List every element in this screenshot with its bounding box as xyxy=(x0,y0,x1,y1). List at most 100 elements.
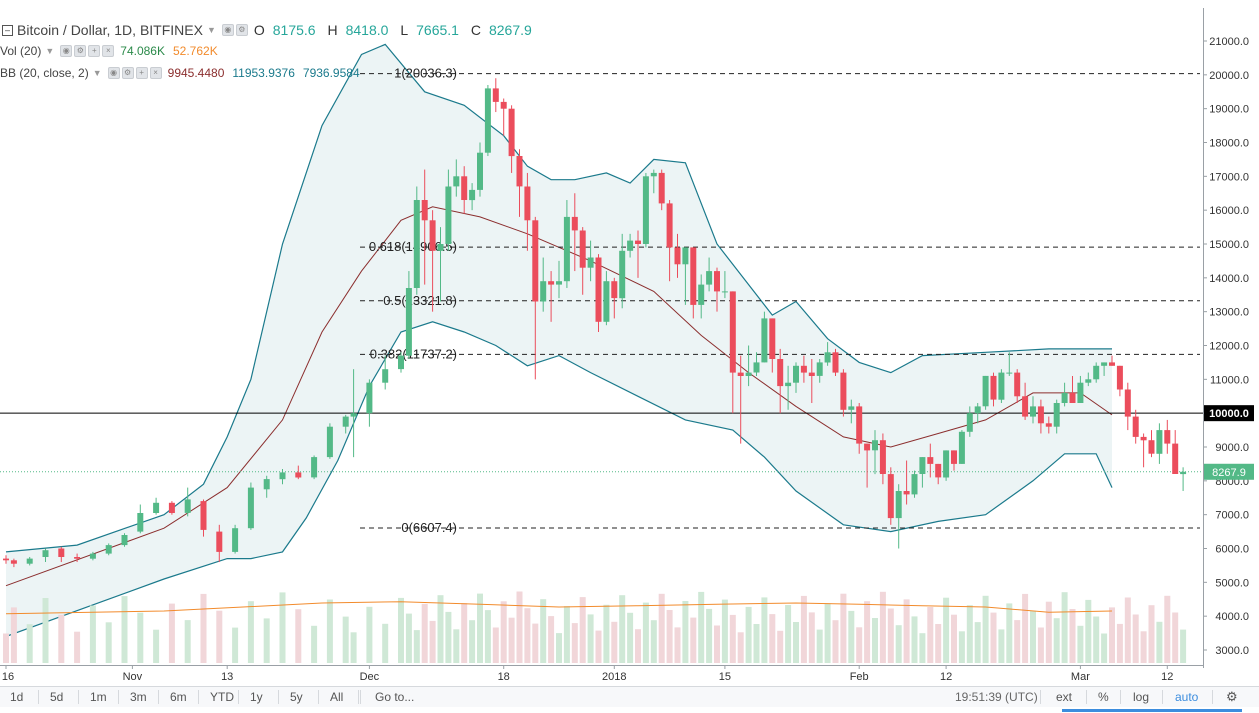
bollinger-label[interactable]: BB (20, close, 2) xyxy=(0,66,89,80)
visibility-icon[interactable]: ◉ xyxy=(60,45,73,57)
candle-body xyxy=(445,186,452,244)
price-axis[interactable]: 21000.0 20000.0 19000.0 18000.0 17000.0 16000… xyxy=(1203,36,1254,657)
goto-button[interactable]: Go to... xyxy=(375,690,415,704)
candle-body xyxy=(516,156,523,187)
fib-label: 0.618(14906.5) xyxy=(369,239,457,254)
time-axis[interactable]: 16 Nov 13 Dec 18 2018 15 Feb 12 Mar 12 xyxy=(2,665,1174,683)
candle-body xyxy=(121,535,128,546)
volume-bar xyxy=(690,617,697,663)
volume-bar xyxy=(437,595,444,663)
volume-bar xyxy=(263,618,270,663)
candle-body xyxy=(1093,365,1100,380)
volume-bar xyxy=(421,603,428,663)
candle-body xyxy=(492,88,499,102)
ext-toggle[interactable]: ext xyxy=(1056,690,1073,704)
volume-bar xyxy=(1180,629,1187,663)
add-icon[interactable]: + xyxy=(88,45,101,57)
volume-bar xyxy=(200,593,207,663)
candle-body xyxy=(508,108,515,157)
candle-body xyxy=(627,240,634,251)
candle-body xyxy=(982,375,989,407)
collapse-icon[interactable]: – xyxy=(2,24,13,36)
price-tick-label: 9000.0 xyxy=(1215,442,1249,454)
high-value: 8418.0 xyxy=(345,22,389,38)
bollinger-upper-line xyxy=(5,43,1112,553)
candle-body xyxy=(603,281,610,322)
bollinger-actions[interactable]: ◉ ⚙ + × xyxy=(107,67,162,79)
chevron-down-icon[interactable]: ▼ xyxy=(45,46,55,56)
settings-icon[interactable]: ⚙ xyxy=(74,45,87,57)
volume-bar xyxy=(508,617,515,663)
volume-bar xyxy=(10,607,17,663)
range-button-6m[interactable]: 6m xyxy=(170,690,187,704)
volume-bar xyxy=(611,621,618,663)
visibility-icon[interactable]: ◉ xyxy=(221,24,234,36)
candle-body xyxy=(429,220,436,251)
volume-bar xyxy=(919,633,926,663)
open-label: O xyxy=(253,22,265,38)
chevron-down-icon[interactable]: ▼ xyxy=(92,68,102,78)
volume-bar xyxy=(642,602,649,663)
candle-body xyxy=(26,558,33,564)
settings-icon[interactable]: ⚙ xyxy=(121,67,134,79)
candle-body xyxy=(42,550,49,557)
candle-body xyxy=(951,450,957,464)
range-button-5y[interactable]: 5y xyxy=(290,690,303,704)
close-icon[interactable]: × xyxy=(102,45,115,57)
candle-body xyxy=(398,355,404,370)
range-button-ytd[interactable]: YTD xyxy=(210,690,234,704)
candle-body xyxy=(595,257,602,322)
volume-ma-value: 52.762K xyxy=(173,44,218,58)
percent-toggle[interactable]: % xyxy=(1098,690,1109,704)
volume-bar xyxy=(808,612,815,663)
visibility-icon[interactable]: ◉ xyxy=(107,67,120,79)
candle-body xyxy=(666,203,673,248)
range-button-3m[interactable]: 3m xyxy=(130,690,147,704)
volume-label[interactable]: Vol (20) xyxy=(0,44,42,58)
settings-icon[interactable]: ⚙ xyxy=(235,24,248,36)
candle-body xyxy=(1164,430,1171,444)
add-icon[interactable]: + xyxy=(135,67,148,79)
volume-bar xyxy=(477,593,483,663)
candle-body xyxy=(579,230,586,268)
range-button-all[interactable]: All xyxy=(330,690,344,704)
chevron-down-icon[interactable]: ▼ xyxy=(206,25,216,35)
bollinger-band-layer xyxy=(5,43,1113,638)
candle-body xyxy=(1014,372,1021,397)
candle-body xyxy=(761,318,768,363)
volume-actions[interactable]: ◉ ⚙ + × xyxy=(60,45,115,57)
candle-body xyxy=(10,560,17,564)
candle-body xyxy=(1077,382,1084,403)
candle-body xyxy=(153,502,160,513)
volume-bar xyxy=(168,603,175,663)
volume-bar xyxy=(1069,609,1076,663)
range-button-1y[interactable]: 1y xyxy=(250,690,263,704)
candle-body xyxy=(1156,430,1163,454)
symbol-title[interactable]: Bitcoin / Dollar, 1D, BITFINEX xyxy=(17,22,203,38)
candle-body xyxy=(808,372,815,376)
volume-bar xyxy=(1148,605,1155,663)
legend-actions[interactable]: ◉ ⚙ xyxy=(221,24,248,36)
auto-toggle[interactable]: auto xyxy=(1175,690,1199,704)
volume-bar xyxy=(1116,623,1123,663)
candle-body xyxy=(650,172,657,177)
candle-body xyxy=(232,528,239,552)
volume-bar xyxy=(706,608,713,663)
range-button-1d[interactable]: 1d xyxy=(10,690,24,704)
candle-body xyxy=(887,474,894,519)
range-button-1m[interactable]: 1m xyxy=(90,690,107,704)
candle-body xyxy=(864,443,871,451)
candle-body xyxy=(366,382,373,414)
log-toggle[interactable]: log xyxy=(1133,690,1150,704)
candle-body xyxy=(753,362,760,373)
candle-body xyxy=(611,281,618,299)
candle-body xyxy=(563,216,570,282)
candle-body xyxy=(729,291,736,373)
volume-bar xyxy=(556,633,562,663)
close-icon[interactable]: × xyxy=(149,67,162,79)
candle-body xyxy=(674,247,681,265)
gear-icon[interactable]: ⚙ xyxy=(1226,689,1238,704)
fib-label: 1(20036.3) xyxy=(394,66,457,81)
range-button-5d[interactable]: 5d xyxy=(50,690,64,704)
